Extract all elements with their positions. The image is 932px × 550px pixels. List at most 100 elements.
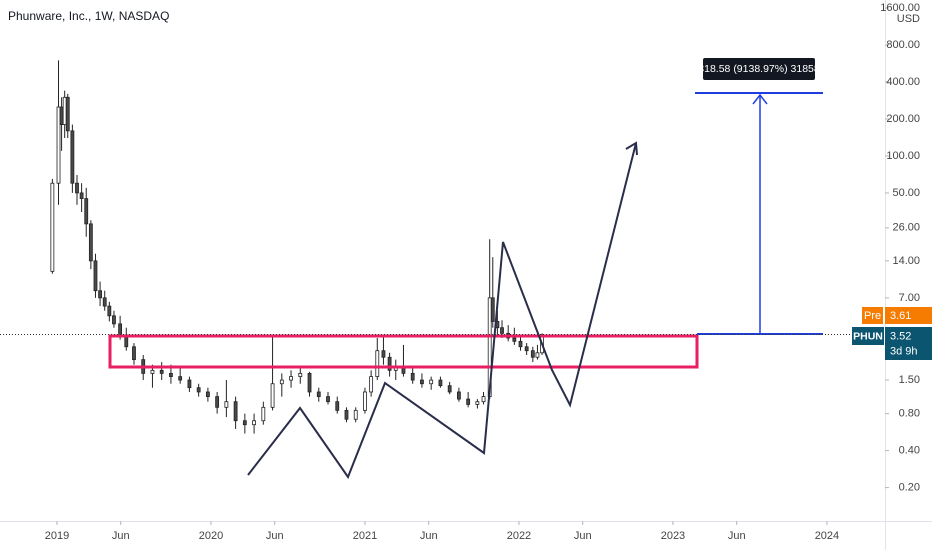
candle-body bbox=[132, 346, 136, 361]
candle-body bbox=[447, 385, 452, 393]
x-tick-label: 2023 bbox=[661, 530, 685, 542]
candle-body bbox=[50, 182, 55, 272]
y-tick-label: 0.80 bbox=[899, 408, 920, 420]
candle-body bbox=[518, 340, 523, 348]
x-tick-label: Jun bbox=[574, 530, 592, 542]
candle-body bbox=[70, 130, 75, 184]
y-tick-label: 200.00 bbox=[886, 113, 920, 125]
candle-body bbox=[381, 350, 386, 358]
candle-body bbox=[420, 379, 424, 385]
x-tick-label: 2020 bbox=[199, 530, 223, 542]
candle-body bbox=[59, 106, 64, 125]
candle-body bbox=[335, 401, 340, 411]
pre-tag bbox=[862, 307, 883, 324]
last-price-box bbox=[885, 327, 932, 360]
candle-body bbox=[535, 352, 540, 358]
y-tick-label: 0.20 bbox=[899, 481, 920, 493]
y-tick-label: 400.00 bbox=[886, 76, 920, 88]
candles bbox=[50, 60, 544, 434]
candle-body bbox=[466, 398, 471, 405]
y-tick-label: 50.00 bbox=[892, 187, 920, 199]
y-tick-label: 0.40 bbox=[899, 445, 920, 457]
currency: USD bbox=[897, 13, 920, 25]
candle-body bbox=[112, 315, 116, 325]
candle-body bbox=[261, 406, 266, 422]
candle-body bbox=[75, 182, 79, 194]
x-tick-label: 2019 bbox=[45, 530, 69, 542]
ticker-tag bbox=[852, 327, 884, 345]
price-labels: Pre 3.61 PHUN 3.52 3d 9h bbox=[0, 307, 932, 360]
y-tick-label: 14.00 bbox=[892, 255, 920, 267]
candle-body bbox=[93, 260, 98, 292]
candle-body bbox=[307, 372, 312, 393]
candle-body bbox=[500, 327, 504, 334]
candle-body bbox=[410, 372, 415, 381]
candle-body bbox=[298, 372, 303, 378]
candle-body bbox=[98, 290, 102, 299]
candle-body bbox=[481, 396, 486, 403]
candle-body bbox=[279, 379, 284, 385]
candle-body bbox=[118, 323, 123, 336]
candle-body bbox=[242, 420, 247, 426]
candle-body bbox=[102, 297, 107, 307]
y-tick-label: 800.00 bbox=[886, 39, 920, 51]
measure-label-box bbox=[703, 58, 815, 80]
ticker: PHUN bbox=[853, 330, 883, 342]
last-price: 3.52 bbox=[890, 330, 911, 342]
candle-body bbox=[196, 387, 201, 393]
candle-body bbox=[215, 396, 220, 408]
candle-body bbox=[205, 391, 210, 398]
projection-arrowhead bbox=[625, 141, 638, 156]
candle-body bbox=[344, 409, 349, 420]
candle-body bbox=[490, 297, 495, 322]
candle-body bbox=[512, 337, 517, 342]
x-tick-label: Jun bbox=[420, 530, 438, 542]
candle-body bbox=[88, 223, 93, 262]
candle-body bbox=[475, 401, 480, 405]
candle-body bbox=[65, 96, 70, 132]
candle-body bbox=[353, 409, 358, 420]
candle-body bbox=[79, 192, 84, 199]
candle-body bbox=[178, 376, 183, 381]
projection-path bbox=[247, 142, 637, 480]
y-tick-label: 26.00 bbox=[892, 222, 920, 234]
measure-label: 318.58 (9138.97%) 31858 bbox=[698, 63, 820, 75]
countdown: 3d 9h bbox=[890, 345, 918, 357]
y-tick-label: 1.50 bbox=[899, 374, 920, 386]
candle-body bbox=[326, 396, 330, 403]
candle-body bbox=[107, 305, 112, 317]
candle-body bbox=[316, 391, 321, 398]
y-tick-label: 100.00 bbox=[886, 150, 920, 162]
x-tick-label: 2024 bbox=[815, 530, 839, 542]
candle-body bbox=[62, 96, 67, 125]
x-tick-label: Jun bbox=[728, 530, 746, 542]
x-tick-label: Jun bbox=[112, 530, 130, 542]
candle-body bbox=[224, 401, 229, 408]
candle-body bbox=[252, 420, 256, 426]
candle-body bbox=[150, 369, 155, 374]
x-tick-label: Jun bbox=[266, 530, 284, 542]
x-tick-label: 2021 bbox=[353, 530, 377, 542]
candle-body bbox=[530, 350, 535, 358]
candle-body bbox=[56, 106, 61, 184]
candle-body bbox=[429, 379, 434, 385]
candle-body bbox=[438, 379, 443, 387]
candle-body bbox=[387, 356, 392, 371]
candle-body bbox=[270, 383, 275, 408]
measure-arrowhead bbox=[752, 93, 768, 105]
chart-title: Phunware, Inc., 1W, NASDAQ bbox=[8, 9, 169, 23]
support-zone bbox=[108, 334, 699, 369]
pre-tag-text: Pre bbox=[864, 310, 881, 322]
y-tick-label: 7.00 bbox=[899, 292, 920, 304]
candle-body bbox=[233, 401, 238, 422]
candle-body bbox=[524, 346, 529, 352]
candle-body bbox=[84, 198, 89, 225]
x-tick-label: 2022 bbox=[507, 530, 531, 542]
candle-body bbox=[159, 369, 164, 374]
candle-body bbox=[289, 376, 293, 381]
pre-price-box bbox=[885, 307, 932, 324]
candle-body bbox=[363, 391, 367, 411]
candle-body bbox=[369, 376, 374, 393]
